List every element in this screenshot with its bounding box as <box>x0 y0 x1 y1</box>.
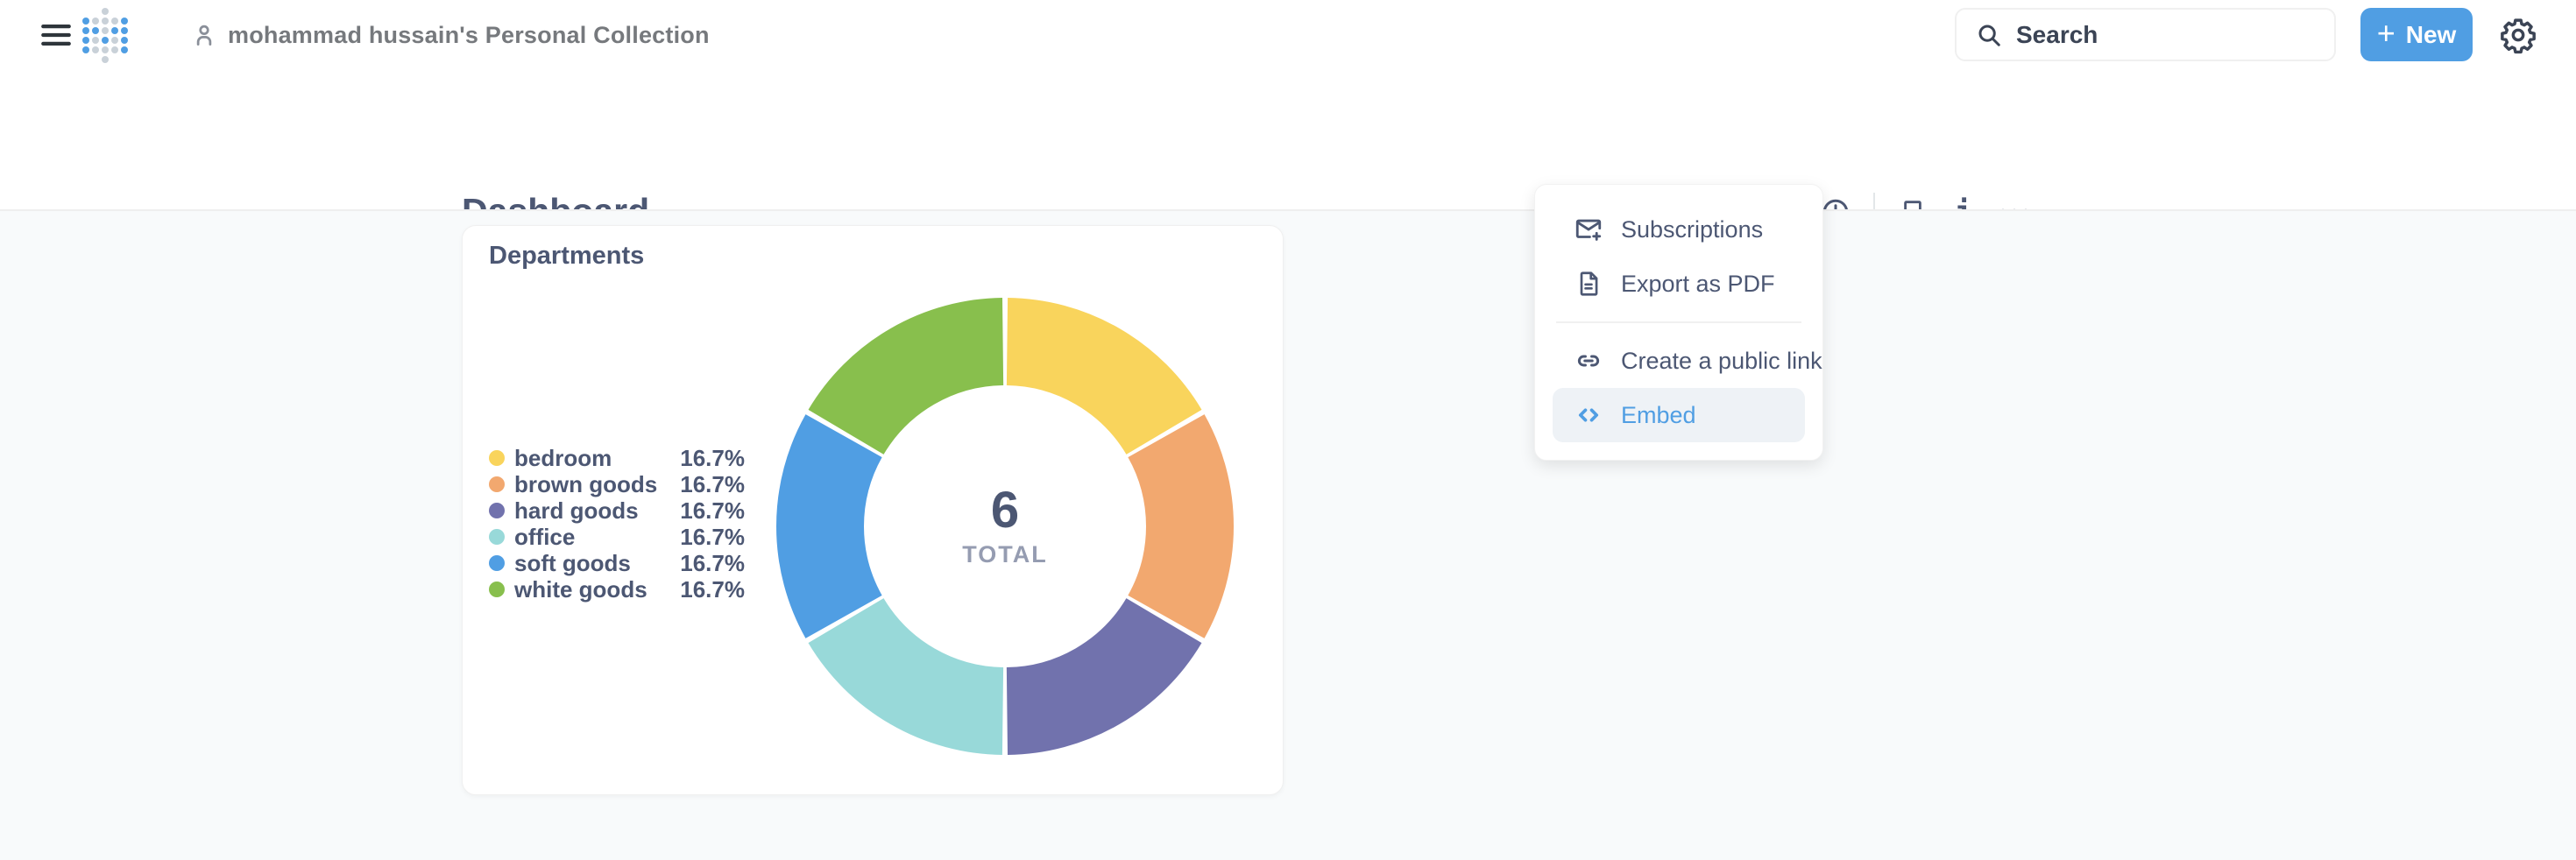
donut-segment-hard-goods[interactable] <box>775 297 1235 756</box>
menu-divider <box>1556 321 1801 323</box>
donut-segment-white-goods[interactable] <box>775 297 1235 756</box>
legend-color-dot <box>489 503 505 518</box>
metabase-logo-icon[interactable] <box>77 7 133 63</box>
menu-item-subscriptions[interactable]: Subscriptions <box>1553 202 1805 257</box>
dashboard-header: Dashboard i <box>0 70 2576 231</box>
subscriptions-icon <box>1574 215 1603 244</box>
search-placeholder: Search <box>2016 20 2098 48</box>
hamburger-menu-icon[interactable] <box>39 19 74 51</box>
legend-percent: 16.7% <box>680 444 745 471</box>
legend-color-dot <box>489 582 505 597</box>
legend-color-dot <box>489 555 505 571</box>
new-button[interactable]: + New <box>2360 8 2473 61</box>
legend-percent: 16.7% <box>680 470 745 497</box>
legend-item-office[interactable]: office 16.7% <box>489 524 745 550</box>
dashboard-canvas: Departments bedroom 16.7% brown goods 16.7%… <box>0 209 2576 860</box>
legend-item-soft-goods[interactable]: soft goods 16.7% <box>489 550 745 576</box>
legend-percent: 16.7% <box>680 497 745 524</box>
menu-item-embed[interactable]: Embed <box>1553 388 1805 442</box>
departments-card[interactable]: Departments bedroom 16.7% brown goods 16.7%… <box>462 225 1284 795</box>
search-input[interactable]: Search <box>1955 8 2336 61</box>
donut-segment-soft-goods[interactable] <box>775 297 1235 756</box>
settings-gear-icon[interactable] <box>2495 12 2541 58</box>
legend-label: soft goods <box>514 549 631 576</box>
legend-item-hard-goods[interactable]: hard goods 16.7% <box>489 497 745 524</box>
legend-label: bedroom <box>514 444 612 471</box>
person-icon <box>191 22 217 48</box>
legend-item-white-goods[interactable]: white goods 16.7% <box>489 576 745 603</box>
breadcrumb-label: mohammad hussain's Personal Collection <box>228 21 710 48</box>
legend-percent: 16.7% <box>680 523 745 550</box>
menu-item-export-pdf[interactable]: Export as PDF <box>1553 257 1805 311</box>
search-icon <box>1976 22 2002 48</box>
menu-item-label: Create a public link <box>1621 347 1822 374</box>
breadcrumb[interactable]: mohammad hussain's Personal Collection <box>191 0 710 70</box>
menu-item-label: Embed <box>1621 401 1696 428</box>
donut-chart[interactable]: 6 TOTAL <box>775 297 1235 756</box>
code-icon <box>1574 400 1603 430</box>
new-button-label: New <box>2405 20 2457 48</box>
donut-segment-bedroom[interactable] <box>776 298 1234 755</box>
app-bar: mohammad hussain's Personal Collection S… <box>0 0 2576 70</box>
card-title: Departments <box>489 242 645 270</box>
plus-icon: + <box>2376 15 2396 51</box>
legend-color-dot <box>489 450 505 466</box>
legend-label: brown goods <box>514 470 658 497</box>
legend-label: hard goods <box>514 497 639 524</box>
link-icon <box>1574 346 1603 376</box>
legend-label: white goods <box>514 575 648 603</box>
menu-item-label: Export as PDF <box>1621 270 1775 297</box>
legend-percent: 16.7% <box>680 549 745 576</box>
legend-percent: 16.7% <box>680 575 745 603</box>
menu-item-public-link[interactable]: Create a public link <box>1553 334 1822 388</box>
donut-segment-brown-goods[interactable] <box>775 297 1235 756</box>
sharing-dropdown-menu: Subscriptions Export as PDF Create a publi… <box>1534 184 1823 461</box>
donut-segment-office[interactable] <box>776 298 1234 755</box>
legend-color-dot <box>489 476 505 492</box>
legend-color-dot <box>489 529 505 545</box>
legend-item-brown-goods[interactable]: brown goods 16.7% <box>489 471 745 497</box>
document-icon <box>1574 269 1603 299</box>
legend-label: office <box>514 523 576 550</box>
menu-item-label: Subscriptions <box>1621 215 1764 243</box>
legend-item-bedroom[interactable]: bedroom 16.7% <box>489 445 745 471</box>
chart-legend: bedroom 16.7% brown goods 16.7% hard goods 16… <box>489 445 745 603</box>
